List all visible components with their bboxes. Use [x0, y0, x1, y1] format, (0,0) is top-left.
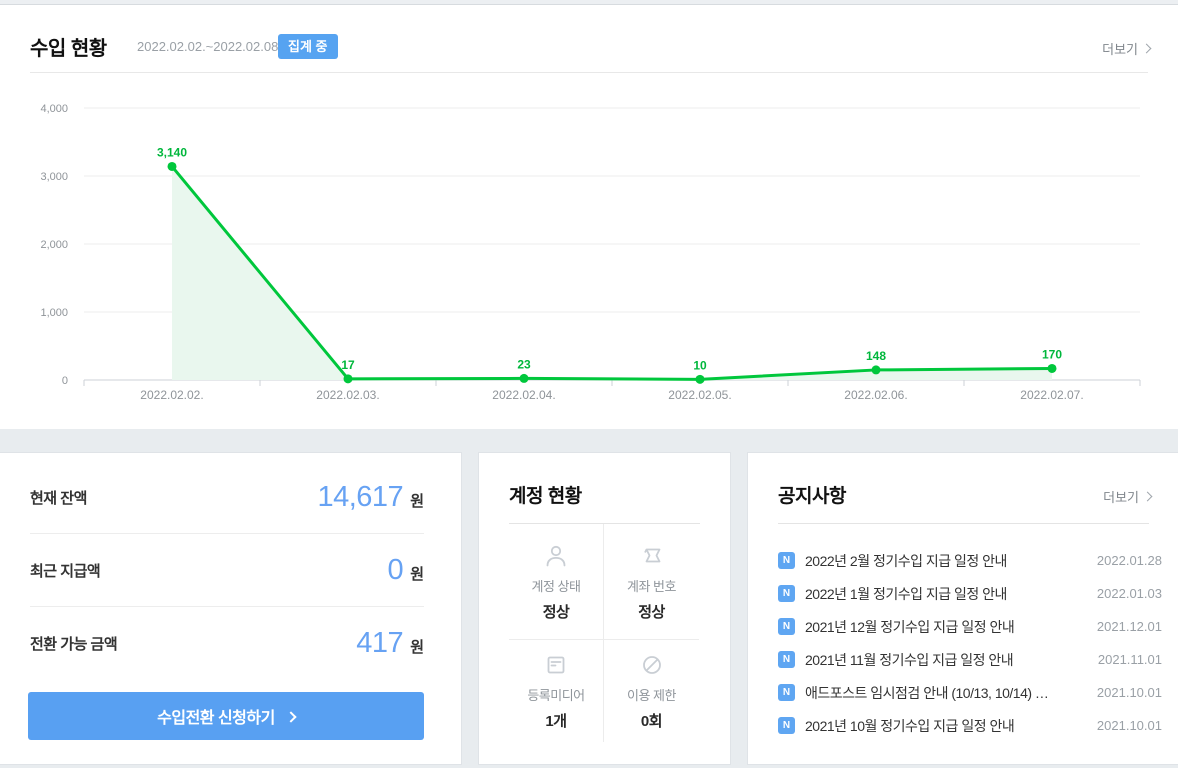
svg-text:17: 17 — [341, 358, 355, 372]
notice-item[interactable]: N 애드포스트 임시점검 안내 (10/13, 10/14) … 2021.10… — [778, 676, 1162, 709]
new-badge: N — [778, 651, 795, 668]
income-date-range: 2022.02.02.~2022.02.08. — [137, 39, 282, 54]
account-status-title: 계정 현황 — [509, 486, 582, 507]
current-balance-value: 14,617 — [317, 480, 404, 513]
usage-restriction-value: 0회 — [640, 713, 663, 730]
currency-unit: 원 — [410, 492, 424, 510]
card-divider — [509, 523, 700, 524]
svg-text:2022.02.04.: 2022.02.04. — [492, 388, 555, 402]
svg-text:3,140: 3,140 — [157, 145, 187, 159]
new-badge: N — [778, 684, 795, 701]
notice-item[interactable]: N 2022년 1월 정기수입 지급 일정 안내 2022.01.03 — [778, 577, 1162, 610]
notice-title: 2021년 12월 정기수입 지급 일정 안내 — [805, 618, 1015, 635]
notices-card: 공지사항 더보기 N 2022년 2월 정기수입 지급 일정 안내 2022.0… — [747, 452, 1178, 765]
usage-restriction-cell: 이용 제한 0회 — [604, 640, 699, 742]
card-divider — [778, 523, 1149, 524]
current-balance-row: 현재 잔액 14,617 원 — [30, 461, 424, 534]
new-badge: N — [778, 618, 795, 635]
more-label: 더보기 — [1103, 490, 1139, 505]
user-icon — [543, 542, 569, 570]
account-state-value: 정상 — [542, 603, 570, 621]
chevron-right-icon — [285, 710, 297, 723]
notices-title: 공지사항 — [778, 486, 846, 507]
notice-item[interactable]: N 2021년 10월 정기수입 지급 일정 안내 2021.10.01 — [778, 709, 1162, 742]
chevron-right-icon — [1142, 491, 1153, 502]
notice-date: 2022.01.28 — [1096, 553, 1162, 568]
notices-more-button[interactable]: 더보기 — [1103, 487, 1153, 506]
media-document-icon — [543, 651, 569, 679]
usage-restriction-label: 이용 제한 — [627, 688, 676, 703]
more-label: 더보기 — [1102, 42, 1138, 57]
svg-text:4,000: 4,000 — [40, 103, 68, 115]
convertible-amount-row: 전환 가능 금액 417 원 — [30, 607, 424, 680]
registered-media-value: 1개 — [545, 713, 567, 730]
current-balance-label: 현재 잔액 — [30, 489, 87, 507]
svg-text:10: 10 — [693, 358, 707, 372]
account-state-cell: 계정 상태 정상 — [509, 524, 604, 640]
new-badge: N — [778, 585, 795, 602]
notice-title: 2021년 11월 정기수입 지급 일정 안내 — [805, 651, 1014, 668]
svg-text:148: 148 — [866, 349, 886, 363]
currency-unit: 원 — [410, 639, 424, 656]
registered-media-label: 등록미디어 — [527, 688, 585, 703]
income-area-chart: 0 1,000 2,000 3,000 4,000 3,140 2022.02.02. 17 2… — [40, 103, 1141, 402]
notice-item[interactable]: N 2021년 12월 정기수입 지급 일정 안내 2021.12.01 — [778, 610, 1162, 643]
new-badge: N — [778, 552, 795, 569]
svg-text:3,000: 3,000 — [40, 171, 68, 183]
income-transfer-request-button[interactable]: 수입전환 신청하기 — [28, 692, 424, 740]
account-status-card: 계정 현황 계정 상태 정상 계좌 번호 정상 — [478, 452, 731, 765]
notice-date: 2021.12.01 — [1096, 619, 1162, 634]
notice-title: 2021년 10월 정기수입 지급 일정 안내 — [805, 717, 1015, 734]
notice-date: 2021.11.01 — [1097, 652, 1162, 667]
account-number-value: 정상 — [638, 603, 665, 621]
recent-payment-label: 최근 지급액 — [30, 562, 101, 580]
svg-text:2,000: 2,000 — [40, 239, 68, 251]
svg-text:23: 23 — [517, 357, 531, 371]
svg-text:2022.02.07.: 2022.02.07. — [1020, 388, 1083, 402]
notice-date: 2021.10.01 — [1096, 685, 1162, 700]
new-badge: N — [778, 717, 795, 734]
notice-item[interactable]: N 2021년 11월 정기수입 지급 일정 안내 2021.11.01 — [778, 643, 1162, 676]
convertible-amount-label: 전환 가능 금액 — [30, 636, 118, 653]
svg-text:170: 170 — [1042, 347, 1062, 361]
income-more-button[interactable]: 더보기 — [1102, 39, 1152, 58]
currency-unit: 원 — [410, 565, 424, 583]
convertible-amount-value: 417 — [356, 627, 404, 659]
registered-media-cell: 등록미디어 1개 — [509, 640, 604, 742]
svg-text:2022.02.06.: 2022.02.06. — [844, 388, 907, 402]
account-number-label: 계좌 번호 — [627, 578, 676, 594]
svg-text:2022.02.02.: 2022.02.02. — [140, 388, 203, 402]
notice-date: 2022.01.03 — [1096, 586, 1162, 601]
recent-payment-value: 0 — [387, 553, 404, 586]
income-transfer-request-label: 수입전환 신청하기 — [157, 710, 275, 727]
income-section-title: 수입 현황 — [30, 38, 107, 60]
svg-text:1,000: 1,000 — [40, 307, 68, 319]
notice-title: 애드포스트 임시점검 안내 (10/13, 10/14) … — [805, 684, 1049, 701]
tallying-status-badge: 집계 중 — [278, 34, 338, 59]
notice-item[interactable]: N 2022년 2월 정기수입 지급 일정 안내 2022.01.28 — [778, 544, 1162, 577]
chevron-right-icon — [1141, 43, 1152, 54]
notice-title: 2022년 1월 정기수입 지급 일정 안내 — [805, 585, 1007, 602]
account-state-label: 계정 상태 — [531, 578, 581, 594]
account-number-cell: 계좌 번호 정상 — [604, 524, 699, 640]
header-divider — [30, 72, 1148, 73]
svg-text:2022.02.03.: 2022.02.03. — [316, 388, 379, 402]
notice-title: 2022년 2월 정기수입 지급 일정 안내 — [805, 552, 1007, 569]
block-icon — [639, 651, 665, 679]
bankbook-icon — [639, 542, 665, 570]
notice-date: 2021.10.01 — [1096, 718, 1162, 733]
top-divider-strip — [0, 0, 1178, 5]
svg-text:0: 0 — [62, 375, 68, 387]
svg-text:2022.02.05.: 2022.02.05. — [668, 388, 731, 402]
notice-list: N 2022년 2월 정기수입 지급 일정 안내 2022.01.28 N 20… — [778, 544, 1162, 742]
